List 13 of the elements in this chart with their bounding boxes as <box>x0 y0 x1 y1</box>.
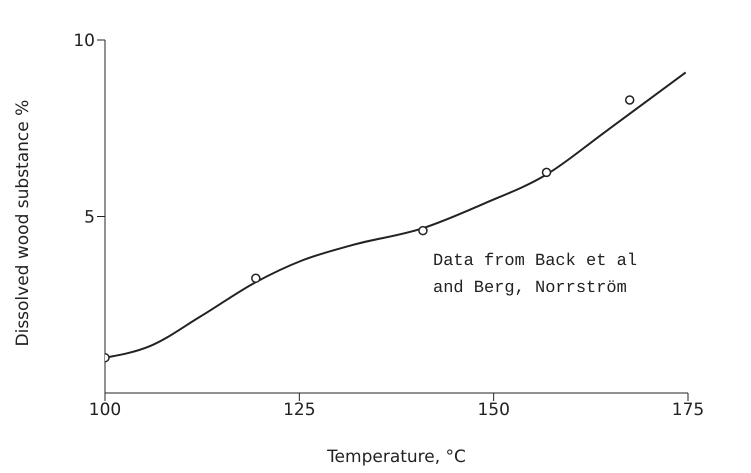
x-axis-title: Temperature, °C <box>326 447 466 467</box>
point <box>624 95 634 105</box>
x-tick-label: 150 <box>477 400 510 420</box>
point <box>542 168 552 178</box>
annotation: Data from Back et al and Berg, Norrström <box>433 251 638 300</box>
y-tick-label: 5 <box>84 208 95 228</box>
y-tick-label: 10 <box>73 31 95 52</box>
point <box>418 226 428 236</box>
x-tick-label: 100 <box>88 400 122 420</box>
point <box>251 274 261 284</box>
x-tick-label: 125 <box>283 400 316 420</box>
y-axis-title: Dissolved wood substance % <box>13 100 34 346</box>
x-tick-label: 175 <box>672 400 704 420</box>
